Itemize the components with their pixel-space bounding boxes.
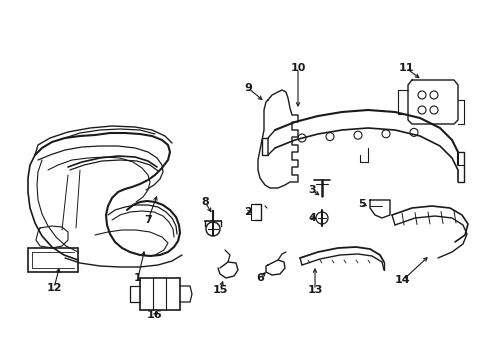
Bar [140,278,180,310]
Text: 6: 6 [256,273,264,283]
Text: 2: 2 [244,207,251,217]
Text: 11: 11 [397,63,413,73]
Text: 9: 9 [244,83,251,93]
Text: 16: 16 [147,310,163,320]
Text: 5: 5 [357,199,365,209]
Text: 10: 10 [290,63,305,73]
Text: 15: 15 [212,285,227,295]
Text: 12: 12 [46,283,61,293]
Text: 8: 8 [201,197,208,207]
Text: 13: 13 [306,285,322,295]
Text: 4: 4 [307,213,315,223]
Text: 7: 7 [144,215,152,225]
Text: 1: 1 [134,273,142,283]
Bar [28,248,78,272]
Text: 14: 14 [394,275,410,285]
Text: 3: 3 [307,185,315,195]
